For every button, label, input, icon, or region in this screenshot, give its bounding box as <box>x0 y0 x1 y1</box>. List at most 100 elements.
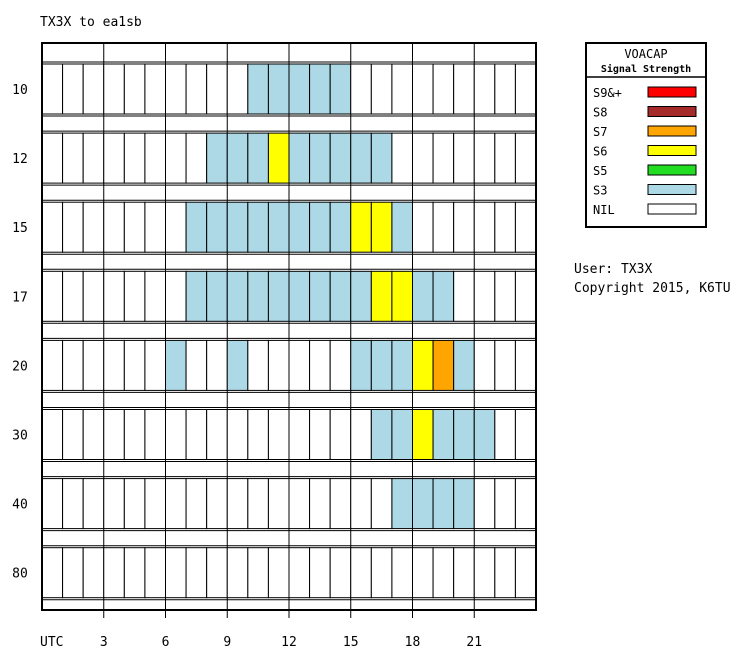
cell-band-80-h5 <box>144 547 166 599</box>
cell-band-20-h14 <box>329 339 352 391</box>
cell-band-12-h19 <box>432 132 455 184</box>
cell-band-40-h14 <box>329 478 352 530</box>
cell-band-12-h12 <box>288 132 311 184</box>
cell-band-15-h1 <box>62 201 84 253</box>
cell-band-12-h9 <box>226 132 249 184</box>
cell-band-10-h11 <box>267 63 290 115</box>
cell-band-17-h2 <box>82 270 105 322</box>
cell-band-15-h7 <box>185 201 208 253</box>
cell-band-17-h18 <box>412 270 434 322</box>
cell-band-20-h10 <box>247 339 269 391</box>
cell-band-12-h2 <box>82 132 105 184</box>
cell-band-17-h6 <box>165 270 187 322</box>
cell-band-17-h14 <box>329 270 352 322</box>
chart-title: TX3X to ea1sb <box>40 15 142 30</box>
cell-band-12-h18 <box>412 132 434 184</box>
band-label-30: 30 <box>12 429 28 444</box>
cell-band-30-h0 <box>41 409 64 460</box>
cell-band-15-h20 <box>453 201 475 253</box>
cell-band-15-h2 <box>82 201 105 253</box>
cell-band-10-h9 <box>226 63 249 115</box>
cell-band-10-h17 <box>391 63 414 115</box>
cell-band-12-h11 <box>267 132 290 184</box>
cell-band-15-h15 <box>350 201 372 253</box>
cell-band-80-h0 <box>41 547 64 599</box>
cell-band-10-h8 <box>206 63 228 115</box>
cell-band-20-h16 <box>370 339 393 391</box>
x-tick-label: 3 <box>100 635 108 649</box>
cell-band-17-h23 <box>514 270 537 322</box>
cell-band-20-h3 <box>103 339 125 391</box>
cell-band-12-h10 <box>247 132 269 184</box>
legend-swatch-s6 <box>647 145 697 156</box>
cell-band-30-h21 <box>473 409 496 460</box>
cell-band-40-h3 <box>103 478 125 530</box>
cell-band-30-h1 <box>62 409 84 460</box>
legend-subtitle: Signal Strength <box>601 63 691 75</box>
cell-band-12-h8 <box>206 132 228 184</box>
cell-band-12-h17 <box>391 132 414 184</box>
cell-band-80-h9 <box>226 547 249 599</box>
cell-band-12-h21 <box>473 132 496 184</box>
band-label-80: 80 <box>12 567 28 582</box>
cell-band-30-h12 <box>288 409 311 460</box>
cell-band-80-h1 <box>62 547 84 599</box>
cell-band-30-h14 <box>329 409 352 460</box>
cell-band-12-h16 <box>370 132 393 184</box>
legend-label-s7: S7 <box>593 125 607 139</box>
cell-band-17-h7 <box>185 270 208 322</box>
cell-band-30-h19 <box>432 409 455 460</box>
cell-band-20-h18 <box>412 339 434 391</box>
cell-band-10-h0 <box>41 63 64 115</box>
legend-swatch-s7 <box>647 125 697 137</box>
cell-band-10-h13 <box>309 63 331 115</box>
legend-title: VOACAP <box>624 47 667 61</box>
x-axis-label: UTC <box>40 635 63 649</box>
cell-band-20-h21 <box>473 339 496 391</box>
cell-band-30-h9 <box>226 409 249 460</box>
cell-band-80-h17 <box>391 547 414 599</box>
cell-band-30-h8 <box>206 409 228 460</box>
cell-band-30-h13 <box>309 409 331 460</box>
cell-band-20-h15 <box>350 339 372 391</box>
legend-swatch-s8 <box>647 106 697 117</box>
cell-band-40-h8 <box>206 478 228 530</box>
cell-band-20-h4 <box>123 339 146 391</box>
cell-band-20-h9 <box>226 339 249 391</box>
x-tick-label: 6 <box>162 635 170 649</box>
cell-band-17-h1 <box>62 270 84 322</box>
cell-band-40-h22 <box>494 478 516 530</box>
cell-band-20-h7 <box>185 339 208 391</box>
cell-band-17-h9 <box>226 270 249 322</box>
cell-band-15-h17 <box>391 201 414 253</box>
cell-band-80-h3 <box>103 547 125 599</box>
cell-band-17-h3 <box>103 270 125 322</box>
cell-band-80-h11 <box>267 547 290 599</box>
x-tick-labels: 3 6 9 12 15 18 21 <box>100 610 482 649</box>
legend-swatch-s9 <box>647 86 697 98</box>
cell-band-10-h16 <box>370 63 393 115</box>
cell-band-15-h8 <box>206 201 228 253</box>
cell-band-10-h6 <box>165 63 187 115</box>
cell-band-30-h5 <box>144 409 166 460</box>
cell-band-40-h4 <box>123 478 146 530</box>
cell-band-30-h20 <box>453 409 475 460</box>
cell-band-40-h18 <box>412 478 434 530</box>
cell-band-40-h12 <box>288 478 311 530</box>
cell-band-80-h16 <box>370 547 393 599</box>
cell-band-80-h18 <box>412 547 434 599</box>
band-label-40: 40 <box>12 498 28 513</box>
cell-band-15-h16 <box>370 201 393 253</box>
cell-band-10-h4 <box>123 63 146 115</box>
cell-band-80-h20 <box>453 547 475 599</box>
cell-band-30-h11 <box>267 409 290 460</box>
cell-band-15-h19 <box>432 201 455 253</box>
legend-label-s8: S8 <box>593 106 607 120</box>
cell-band-10-h3 <box>103 63 125 115</box>
cell-band-30-h4 <box>123 409 146 460</box>
cell-band-17-h19 <box>432 270 455 322</box>
band-label-20: 20 <box>12 359 28 374</box>
cell-band-17-h22 <box>494 270 516 322</box>
cell-band-10-h7 <box>185 63 208 115</box>
